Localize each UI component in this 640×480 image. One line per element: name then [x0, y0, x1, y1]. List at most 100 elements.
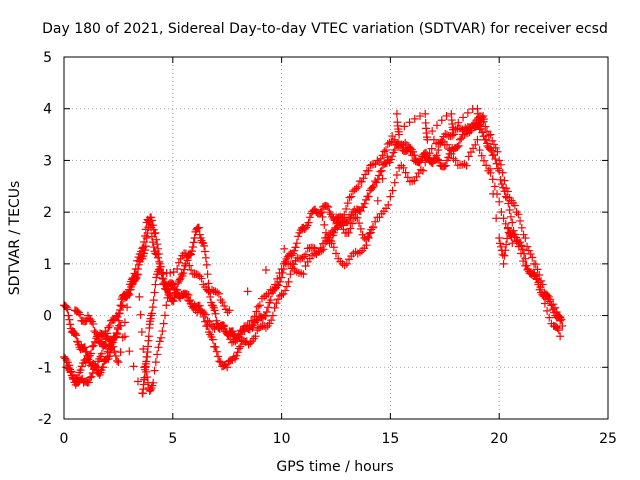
data-point: [200, 241, 209, 250]
data-point: [437, 116, 446, 125]
data-point: [147, 223, 156, 232]
data-point: [63, 305, 72, 314]
data-point: [533, 265, 542, 274]
data-point: [495, 166, 504, 175]
data-point: [139, 243, 148, 252]
data-point: [462, 161, 471, 170]
data-point: [347, 192, 356, 201]
data-point: [144, 216, 153, 225]
data-point: [207, 285, 216, 294]
data-point: [496, 160, 505, 169]
x-tick-label: 20: [490, 431, 508, 447]
data-point: [296, 254, 305, 263]
data-point: [371, 217, 380, 226]
y-tick-label: 3: [43, 153, 52, 169]
data-point: [521, 234, 530, 242]
data-point: [202, 260, 211, 269]
data-point: [390, 178, 399, 187]
data-point: [252, 307, 261, 316]
data-point: [116, 321, 125, 330]
data-point: [447, 149, 456, 158]
data-point: [321, 228, 330, 237]
data-point: [449, 154, 458, 163]
data-point: [479, 115, 488, 124]
data-point: [382, 146, 391, 155]
data-point: [449, 125, 458, 134]
data-point: [482, 161, 491, 170]
data-point: [86, 373, 95, 382]
data-point: [332, 219, 341, 228]
data-point: [410, 114, 419, 123]
data-point: [554, 312, 563, 321]
data-point: [500, 176, 509, 185]
data-point: [223, 308, 232, 317]
data-point: [427, 144, 436, 153]
data-point: [233, 348, 242, 357]
data-point: [187, 299, 196, 308]
data-point: [308, 243, 317, 252]
data-point: [256, 322, 265, 331]
data-point: [343, 218, 352, 227]
data-point: [71, 330, 80, 339]
data-point: [388, 186, 397, 195]
data-point: [152, 273, 161, 282]
data-point: [464, 152, 473, 161]
data-point: [351, 247, 360, 256]
data-point: [458, 125, 467, 134]
data-point: [521, 261, 530, 270]
data-point: [64, 311, 73, 320]
data-point: [214, 289, 223, 298]
data-point: [116, 305, 125, 314]
data-point: [67, 367, 76, 376]
data-point: [120, 318, 129, 327]
data-point: [186, 296, 195, 305]
data-point: [421, 158, 430, 167]
data-point: [322, 202, 331, 211]
data-point: [516, 216, 525, 225]
data-point: [158, 327, 167, 336]
data-point: [482, 135, 491, 144]
data-point: [528, 253, 537, 262]
data-point: [486, 164, 495, 173]
data-point: [231, 337, 240, 346]
data-point: [66, 365, 75, 374]
data-point: [495, 197, 504, 206]
data-point: [377, 166, 386, 175]
data-point: [105, 321, 114, 330]
data-point: [211, 343, 220, 352]
data-point: [208, 335, 217, 344]
data-point: [154, 265, 163, 274]
data-point: [432, 151, 441, 160]
data-point: [388, 152, 397, 161]
data-point: [137, 328, 146, 337]
data-point: [549, 300, 558, 309]
data-point: [497, 208, 506, 217]
data-point: [81, 358, 90, 367]
data-point: [84, 378, 93, 387]
data-point: [224, 331, 233, 340]
data-point: [519, 230, 528, 239]
data-point: [348, 219, 357, 228]
data-point: [108, 338, 117, 347]
data-point: [144, 332, 153, 341]
data-point: [219, 322, 228, 331]
data-point: [183, 256, 192, 265]
data-point: [422, 152, 431, 161]
data-point: [556, 316, 565, 325]
data-point: [282, 282, 291, 291]
data-point: [208, 301, 217, 310]
data-point: [538, 290, 547, 299]
data-point: [519, 257, 528, 266]
data-point: [386, 192, 395, 201]
data-point: [536, 283, 545, 292]
data-point: [66, 320, 75, 329]
series-group: [60, 112, 565, 389]
data-point: [291, 243, 300, 252]
data-point: [345, 193, 354, 202]
data-point: [250, 312, 259, 321]
data-point: [195, 230, 204, 239]
tick-labels: 0 5 10 15 20 25 -2 -1 0 1 2 3 4 5: [38, 50, 617, 447]
data-point: [133, 377, 142, 386]
data-point: [150, 288, 159, 297]
data-point: [271, 280, 280, 289]
